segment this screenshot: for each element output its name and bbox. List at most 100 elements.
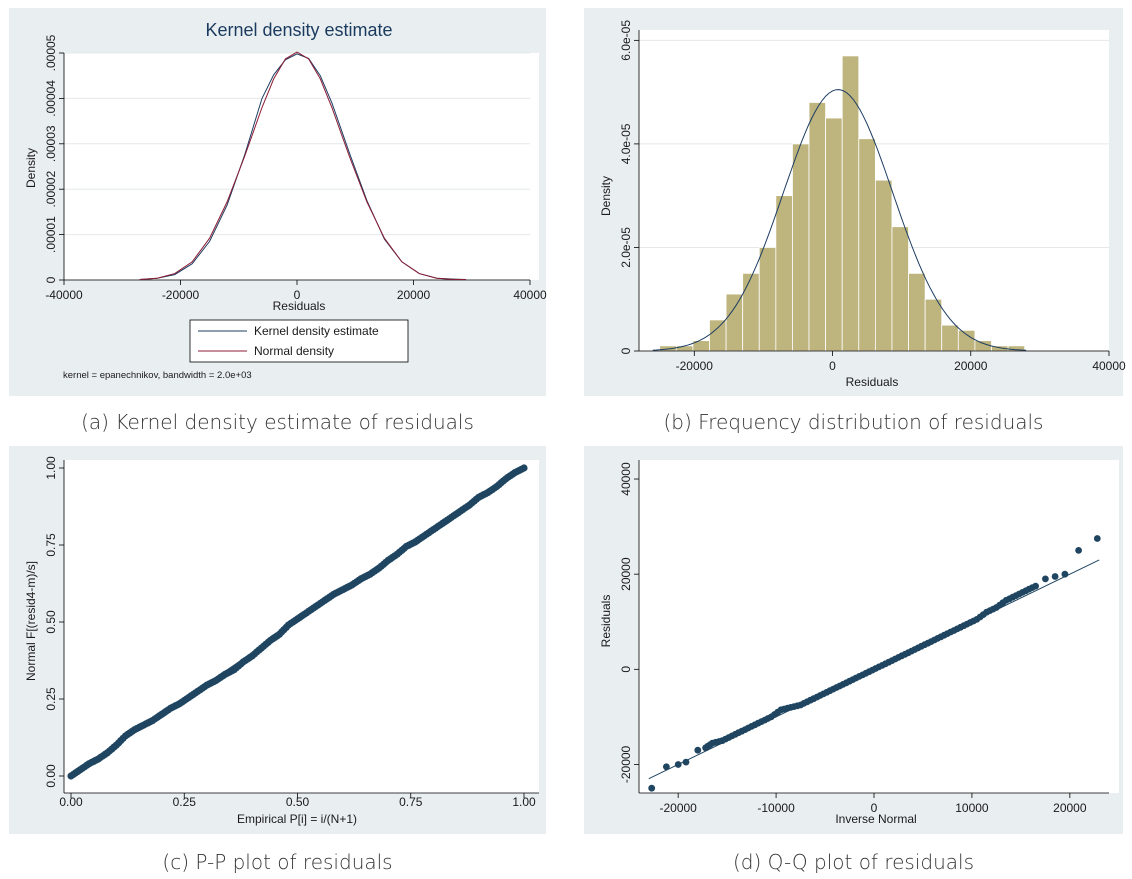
qq-point xyxy=(950,627,958,634)
x-tick-label: -20000 xyxy=(676,359,714,373)
qq-point xyxy=(970,617,977,625)
qq-point xyxy=(774,708,782,716)
qq-point xyxy=(715,738,723,745)
qq-point xyxy=(674,761,682,768)
y-axis-label: Density xyxy=(599,176,613,216)
y-tick-label: .00002 xyxy=(44,171,58,208)
chart-title: Kernel density estimate xyxy=(205,20,392,40)
y-tick-label: 0.00 xyxy=(44,764,58,788)
x-axis-label: Empirical P[i] = i/(N+1) xyxy=(237,812,357,826)
caption-b: (b) Frequency distribution of residuals xyxy=(663,410,1044,434)
qq-point xyxy=(862,669,870,677)
y-tick-label: 0.25 xyxy=(44,687,58,711)
qq-point xyxy=(648,784,656,792)
panel-kde: 0 .00001 .00002 .00003 .00004 .00005 -40000 -20… xyxy=(9,8,547,396)
x-axis-label: Residuals xyxy=(273,299,326,313)
x-tick-label: 0 xyxy=(871,801,878,815)
qq-point xyxy=(803,698,811,706)
y-tick-label: 0.75 xyxy=(44,533,58,557)
qq-point xyxy=(663,763,670,771)
caption-d: (d) Q-Q plot of residuals xyxy=(733,850,974,874)
qq-point xyxy=(735,729,742,737)
qq-point xyxy=(754,719,762,727)
qq-point xyxy=(1075,547,1082,554)
x-tick-label: 0 xyxy=(829,359,836,373)
x-tick-label: 1.00 xyxy=(512,795,536,809)
qq-point xyxy=(1019,589,1026,596)
histogram-bar xyxy=(974,340,992,352)
qq-point xyxy=(1051,573,1059,580)
pp-point xyxy=(520,464,528,472)
qq-point xyxy=(682,758,690,766)
qq-point xyxy=(999,599,1007,607)
x-tick-label: 0.75 xyxy=(399,795,423,809)
x-tick-label: 40000 xyxy=(1092,359,1126,373)
histogram-bar xyxy=(792,143,810,352)
x-tick-label: -20000 xyxy=(162,288,200,302)
pp-plot-chart: 0.00 0.25 0.50 0.75 1.00 0.00 0.25 0.50 0.75 1.00… xyxy=(24,456,539,826)
histogram-bar xyxy=(858,138,876,352)
legend-box xyxy=(189,319,409,363)
qq-point xyxy=(901,650,909,658)
y-tick-label: 0.50 xyxy=(44,610,58,634)
qq-point xyxy=(891,655,899,663)
caption-c: (c) P-P plot of residuals xyxy=(162,850,393,874)
histogram-bar xyxy=(758,247,777,352)
x-axis-label: Inverse Normal xyxy=(835,812,916,826)
histogram-bar xyxy=(941,324,959,352)
qq-point xyxy=(744,724,752,732)
histogram-bar xyxy=(825,117,843,352)
kernel-note: kernel = epanechnikov, bandwidth = 2.0e+… xyxy=(63,370,252,381)
legend-kde-label: Kernel density estimate xyxy=(254,324,379,338)
qq-point xyxy=(921,641,928,649)
y-tick-label: 0 xyxy=(44,276,58,283)
qq-point xyxy=(725,734,733,741)
qq-point xyxy=(911,646,919,653)
histogram-bar xyxy=(908,272,926,352)
qq-point xyxy=(764,715,772,722)
histogram-bar xyxy=(891,226,909,352)
qq-point xyxy=(989,605,997,613)
y-axis-label: Density xyxy=(24,148,38,188)
qq-point xyxy=(1093,535,1101,542)
y-tick-label: 4.0e-05 xyxy=(619,123,633,164)
histogram-bar xyxy=(709,319,727,352)
y-tick-label: .00001 xyxy=(44,216,58,253)
y-tick-label: -20000 xyxy=(619,745,633,783)
normal-curve-line xyxy=(652,89,1027,351)
qq-point xyxy=(872,665,879,672)
qq-point xyxy=(694,746,702,754)
x-tick-label: 20000 xyxy=(397,288,431,302)
y-tick-label: 0 xyxy=(619,666,633,673)
histogram-chart: 02.0e-054.0e-056.0e-05-20000 0 20000 40000 … xyxy=(599,20,1126,389)
histogram-bar xyxy=(725,293,744,352)
histogram-bar xyxy=(675,345,694,352)
qq-plot-chart: -20000 0 20000 40000 -20000 -10000 0 10000 20000… xyxy=(599,460,1119,826)
x-tick-label: 20000 xyxy=(1053,801,1087,815)
qq-point xyxy=(833,684,840,691)
y-tick-label: .00003 xyxy=(44,125,58,162)
panel-qq-plot: -20000 0 20000 40000 -20000 -10000 0 10000 20000… xyxy=(584,446,1123,834)
x-tick-label: 40000 xyxy=(513,288,547,302)
y-tick-label: 40000 xyxy=(619,462,633,496)
kde-chart: 0 .00001 .00002 .00003 .00004 .00005 -40000 -20… xyxy=(24,20,547,381)
caption-a: (a) Kernel density estimate of residuals xyxy=(81,410,474,434)
y-axis-label: Normal F[(resid4-m)/s] xyxy=(24,561,38,681)
qq-point xyxy=(813,693,821,701)
y-tick-label: 20000 xyxy=(619,557,633,591)
y-tick-label: .00004 xyxy=(44,80,58,117)
x-tick-label: 0 xyxy=(294,288,301,302)
qq-point xyxy=(852,674,860,682)
y-tick-label: 0 xyxy=(619,347,633,354)
x-axis-label: Residuals xyxy=(846,375,899,389)
qq-point xyxy=(842,679,850,687)
qq-point xyxy=(940,631,948,639)
x-tick-label: 0.25 xyxy=(173,795,197,809)
legend-normal-label: Normal density xyxy=(254,344,334,358)
histogram-bar xyxy=(874,179,893,352)
qq-point xyxy=(1061,570,1069,578)
qq-point xyxy=(706,741,714,748)
y-tick-label: 1.00 xyxy=(44,456,58,480)
histogram-bar xyxy=(808,102,827,352)
y-tick-label: 6.0e-05 xyxy=(619,20,633,61)
